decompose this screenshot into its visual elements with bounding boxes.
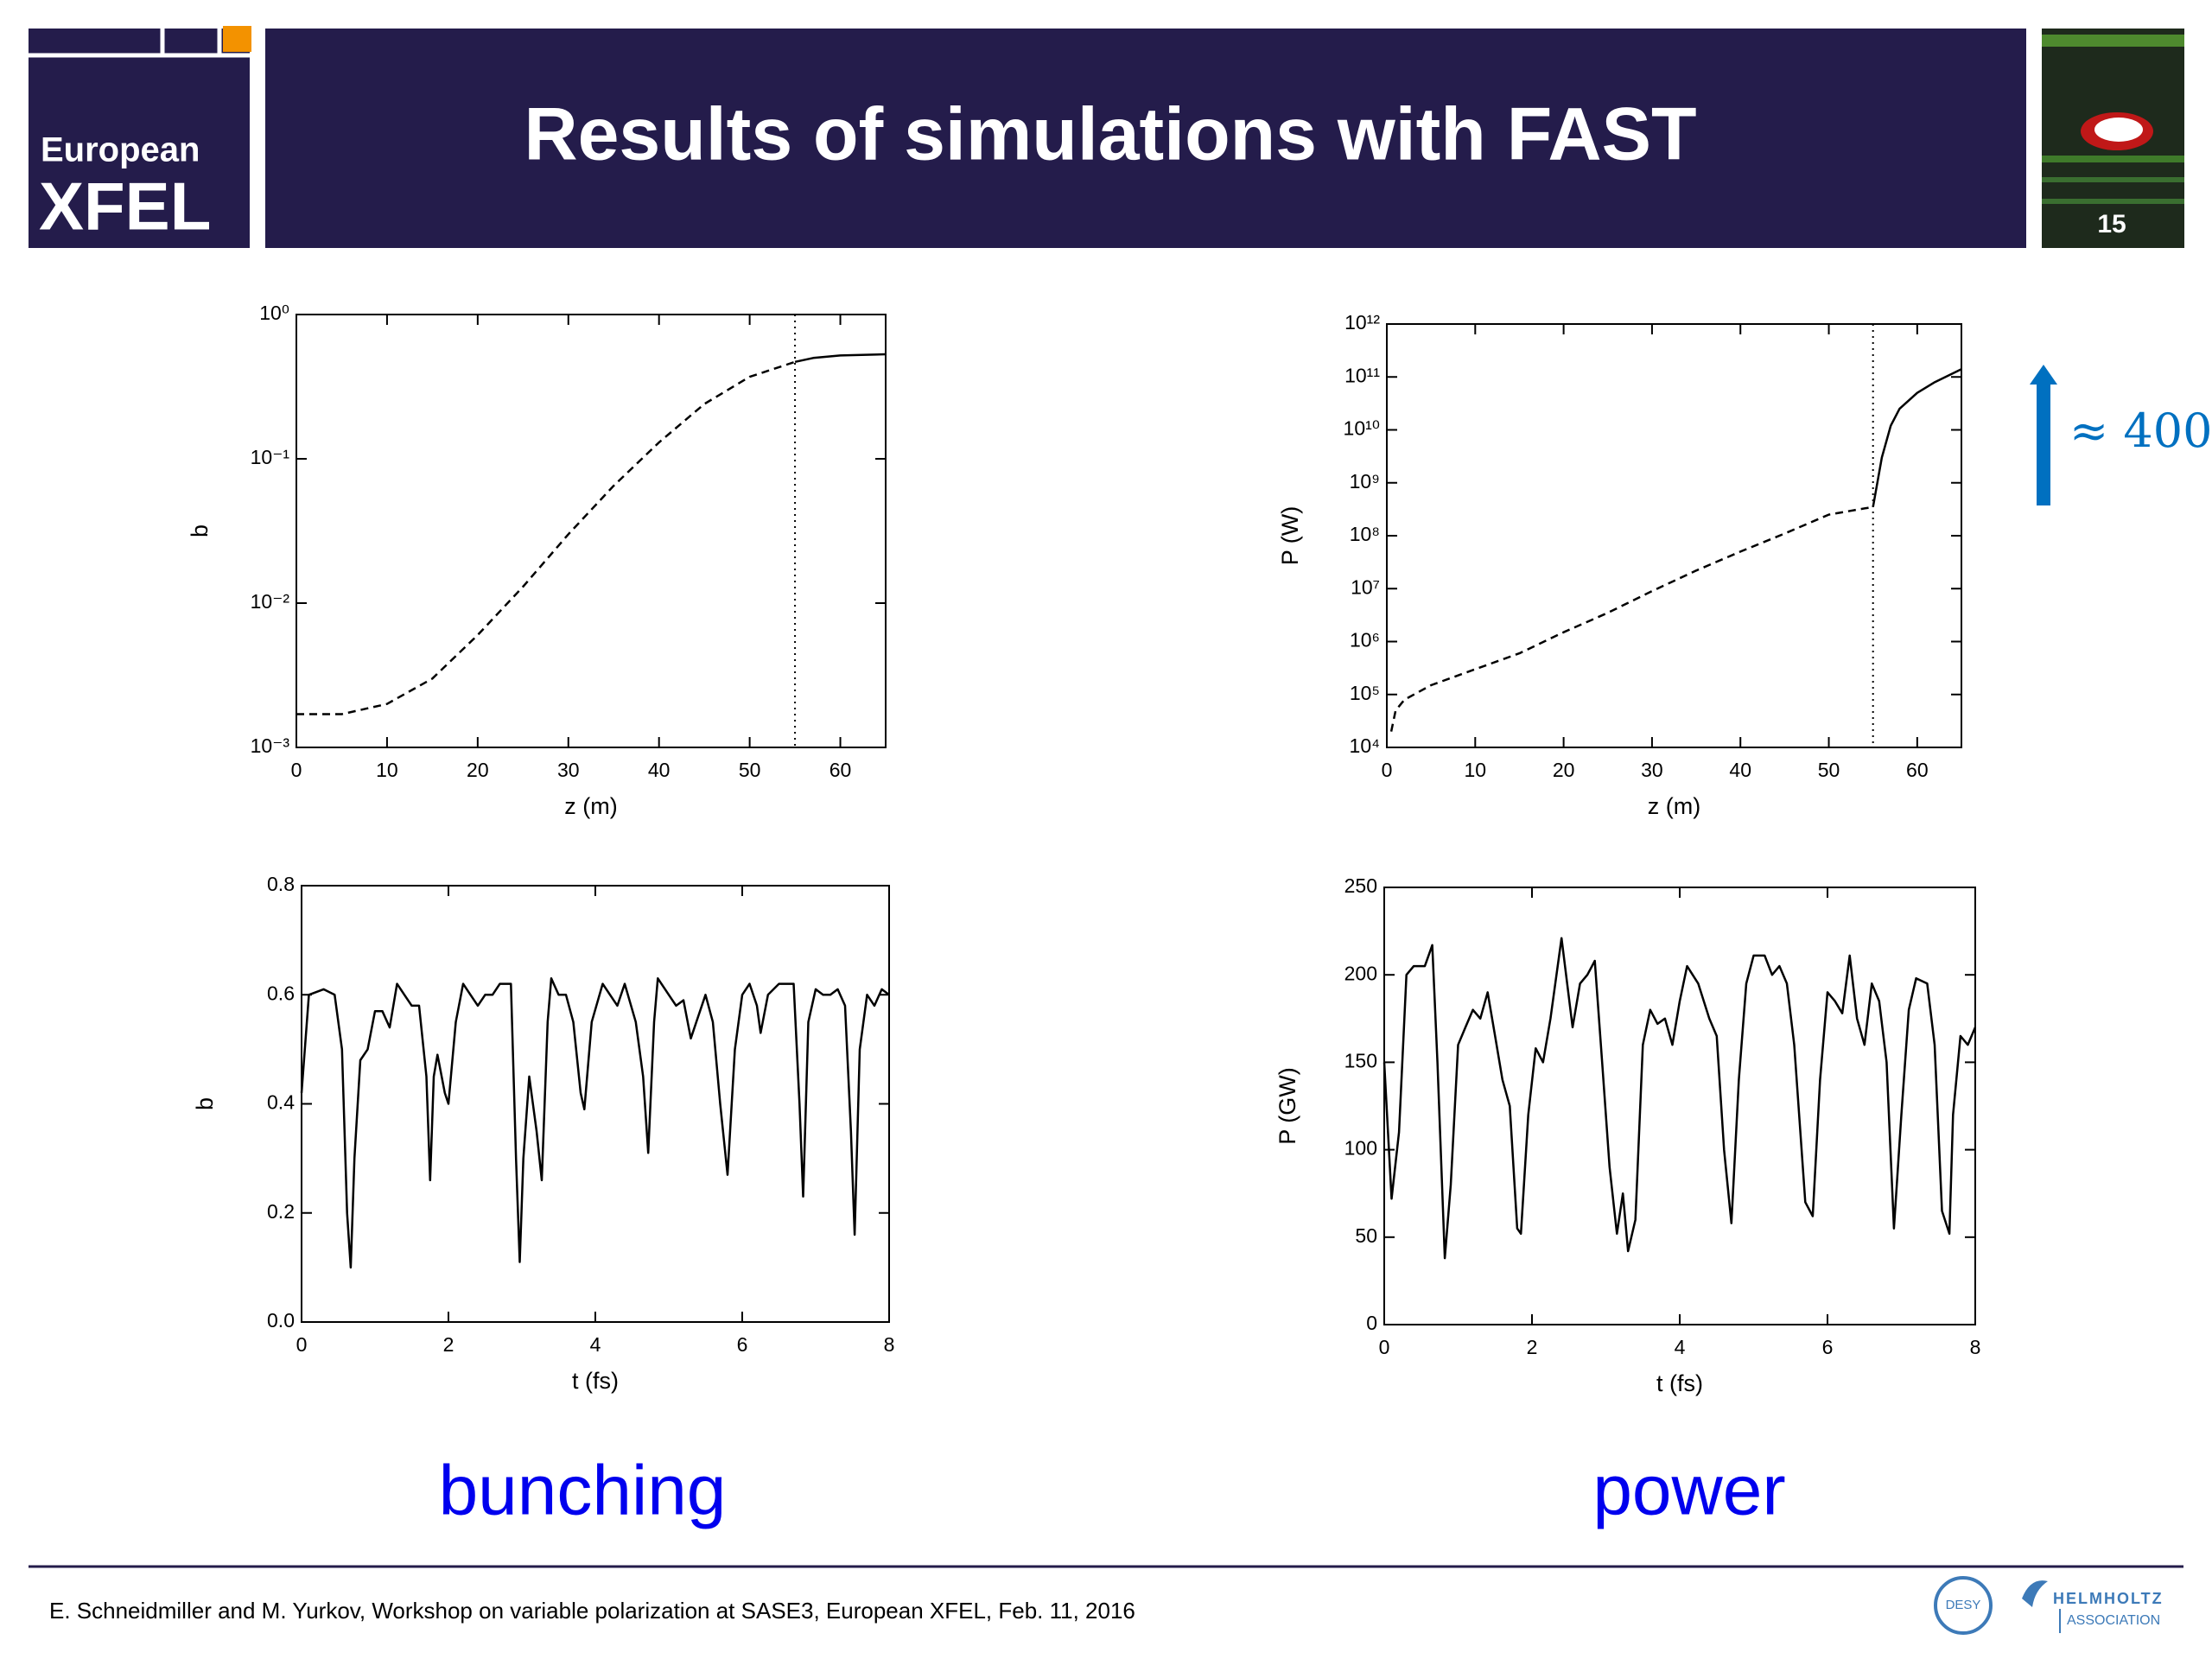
x-tick-label: 50	[739, 759, 761, 781]
y-tick-label: 10⁸	[1350, 523, 1380, 545]
y-tick-label: 10⁵	[1350, 682, 1380, 704]
x-axis-title: z (m)	[564, 793, 617, 819]
y-tick-label: 10⁻²	[251, 590, 290, 613]
y-tick-label: 10⁻¹	[251, 446, 290, 468]
y-tick-label: 150	[1344, 1049, 1377, 1071]
title-band	[265, 29, 2026, 248]
x-tick-label: 0	[291, 759, 302, 781]
x-tick-label: 2	[1527, 1336, 1538, 1358]
x-tick-label: 60	[1906, 759, 1929, 781]
x-tick-label: 30	[557, 759, 580, 781]
y-axis-title: b	[192, 1097, 218, 1110]
data-line	[296, 360, 796, 715]
y-tick-label: 10⁹	[1350, 470, 1380, 493]
slide-title: Results of simulations with FAST	[524, 93, 1696, 176]
y-tick-label: 10¹¹	[1344, 364, 1380, 386]
x-tick-label: 0	[1382, 759, 1393, 781]
data-line	[1382, 937, 1977, 1260]
x-tick-label: 6	[737, 1333, 748, 1356]
caption: power	[1592, 1452, 1785, 1530]
y-tick-label: 250	[1344, 874, 1377, 897]
footer-text: E. Schneidmiller and M. Yurkov, Workshop…	[49, 1598, 1135, 1624]
image-stripe	[2042, 35, 2184, 47]
y-tick-label: 0.6	[267, 982, 295, 1004]
x-tick-label: 4	[590, 1333, 601, 1356]
y-tick-label: 10⁰	[259, 302, 289, 324]
x-tick-label: 30	[1641, 759, 1663, 781]
y-axis-title: P (W)	[1277, 506, 1303, 566]
x-tick-label: 10	[376, 759, 398, 781]
page-number: 15	[2097, 210, 2126, 238]
y-tick-label: 0.0	[267, 1309, 295, 1332]
helmholtz-mark	[2022, 1580, 2048, 1607]
arrow-head	[2030, 365, 2057, 385]
x-tick-label: 2	[443, 1333, 454, 1356]
y-axis-title: P (GW)	[1274, 1067, 1300, 1145]
x-tick-label: 0	[1379, 1336, 1390, 1358]
x-axis-title: t (fs)	[572, 1368, 619, 1394]
x-tick-label: 20	[1553, 759, 1575, 781]
logo-text: XFEL	[39, 168, 211, 245]
data-line	[1389, 505, 1873, 732]
y-tick-label: 10⁶	[1350, 629, 1380, 652]
desy-logo	[1934, 1576, 1993, 1635]
desy-text: DESY	[1946, 1598, 1981, 1612]
helmholtz-text: HELMHOLTZ	[2053, 1590, 2164, 1607]
data-line	[794, 353, 887, 364]
x-tick-label: 10	[1465, 759, 1487, 781]
image-stripe	[2042, 177, 2184, 182]
x-tick-label: 50	[1818, 759, 1840, 781]
y-tick-label: 50	[1355, 1224, 1377, 1247]
x-tick-label: 8	[1970, 1336, 1981, 1358]
x-axis-title: z (m)	[1648, 793, 1700, 819]
x-tick-label: 0	[296, 1333, 308, 1356]
data-line	[300, 977, 890, 1269]
plot-frame	[296, 314, 887, 748]
logo-square	[223, 26, 251, 52]
x-tick-label: 20	[467, 759, 489, 781]
logo-box	[29, 29, 250, 248]
y-tick-label: 0.8	[267, 873, 295, 895]
y-tick-label: 10⁻³	[251, 734, 290, 757]
y-tick-label: 10⁴	[1350, 734, 1380, 757]
y-tick-label: 0	[1366, 1312, 1377, 1334]
x-tick-label: 40	[648, 759, 671, 781]
y-tick-label: 0.2	[267, 1200, 295, 1223]
data-line	[1872, 368, 1962, 507]
x-tick-label: 6	[1822, 1336, 1834, 1358]
x-tick-label: 60	[830, 759, 852, 781]
y-tick-label: 100	[1344, 1137, 1377, 1160]
image-stripe	[2042, 199, 2184, 204]
image-glow	[2094, 118, 2143, 142]
caption: bunching	[439, 1452, 727, 1530]
y-axis-title: b	[187, 524, 213, 537]
logo-text: European	[41, 131, 200, 169]
y-tick-label: 200	[1344, 962, 1377, 984]
helmholtz-text: ASSOCIATION	[2067, 1613, 2160, 1628]
x-axis-title: t (fs)	[1656, 1370, 1703, 1396]
x-tick-label: 4	[1675, 1336, 1686, 1358]
image-stripe	[2042, 156, 2184, 162]
x-tick-label: 8	[884, 1333, 895, 1356]
y-tick-label: 10¹⁰	[1344, 417, 1380, 440]
y-tick-label: 10⁷	[1351, 575, 1380, 598]
x-tick-label: 40	[1729, 759, 1751, 781]
annotation: ≈ 400	[2069, 404, 2212, 458]
y-tick-label: 10¹²	[1344, 311, 1380, 334]
y-tick-label: 0.4	[267, 1091, 295, 1114]
